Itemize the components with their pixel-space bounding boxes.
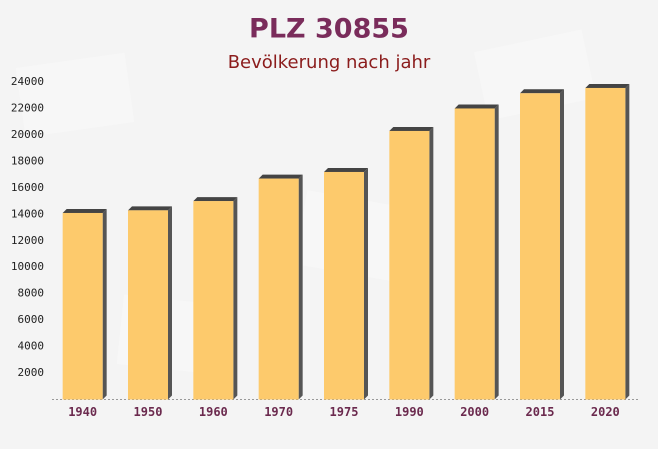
y-tick-label: 22000 — [11, 101, 44, 114]
bar — [389, 130, 430, 400]
y-tick-label: 24000 — [11, 75, 44, 88]
y-tick-label: 4000 — [18, 340, 45, 353]
bar-shadow-top — [324, 167, 368, 172]
y-tick-label: 10000 — [11, 260, 44, 273]
bar-shadow-top — [585, 83, 630, 88]
bar — [585, 87, 626, 400]
bar — [454, 108, 495, 400]
bar-shadow-top — [128, 206, 172, 211]
y-tick-label: 8000 — [18, 287, 45, 300]
bar — [258, 178, 299, 400]
bar-shadow — [298, 174, 303, 400]
x-tick-label: 2020 — [591, 405, 620, 419]
x-tick-label: 1950 — [134, 405, 163, 419]
chart-title: PLZ 30855 — [249, 14, 409, 45]
x-tick-label: 1975 — [330, 405, 359, 419]
y-tick-label: 2000 — [18, 366, 45, 379]
bar — [193, 201, 234, 400]
bar-shadow-top — [62, 208, 107, 213]
x-tick-label: 1940 — [68, 405, 97, 419]
y-tick-label: 18000 — [11, 154, 44, 167]
y-tick-label: 16000 — [11, 181, 44, 194]
x-tick-label: 1970 — [264, 405, 293, 419]
y-tick-label: 14000 — [11, 207, 44, 220]
bar — [62, 212, 103, 400]
bar-shadow — [364, 167, 368, 400]
bar-shadow — [168, 206, 172, 400]
bar-shadow — [102, 208, 107, 400]
y-tick-label: 12000 — [11, 234, 44, 247]
bar — [128, 210, 168, 400]
y-tick-label: 6000 — [18, 313, 45, 326]
x-tick-label: 1960 — [199, 405, 228, 419]
x-tick-label: 2015 — [526, 405, 555, 419]
bar-shadow-top — [258, 174, 303, 179]
bar — [324, 171, 364, 400]
bar-shadow — [429, 126, 434, 400]
x-tick-label: 2000 — [460, 405, 489, 419]
bar-shadow — [560, 89, 564, 400]
bar-shadow-top — [520, 89, 564, 94]
bar-shadow — [625, 83, 630, 400]
x-tick-label: 1990 — [395, 405, 424, 419]
bar — [520, 93, 560, 400]
chart-subtitle: Bevölkerung nach jahr — [228, 52, 431, 73]
bar-shadow-top — [389, 126, 434, 131]
bar-shadow — [233, 197, 238, 400]
bar-shadow — [494, 104, 499, 400]
y-tick-label: 20000 — [11, 128, 44, 141]
bar-shadow-top — [193, 197, 238, 202]
bar-shadow-top — [454, 104, 499, 109]
